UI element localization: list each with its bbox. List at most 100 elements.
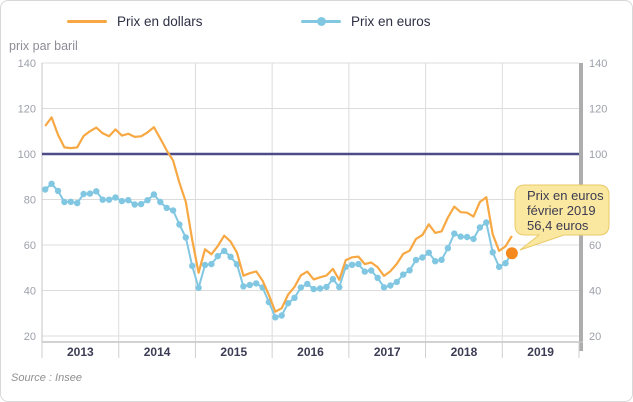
euro-marker[interactable] <box>368 267 375 274</box>
euro-marker[interactable] <box>476 224 484 231</box>
y-tick-label-right: 20 <box>589 331 601 343</box>
euro-marker[interactable] <box>61 198 68 206</box>
euro-marker[interactable] <box>483 219 490 226</box>
euro-marker[interactable] <box>310 285 317 293</box>
y-tick-label-left: 120 <box>18 104 36 116</box>
euro-marker[interactable] <box>137 200 145 208</box>
euro-marker[interactable] <box>67 198 75 205</box>
euro-marker[interactable] <box>233 261 241 268</box>
y-tick-label-right: 40 <box>589 286 601 298</box>
euro-marker[interactable] <box>348 261 356 268</box>
y-tick-label-left: 80 <box>24 195 36 207</box>
euro-marker[interactable] <box>86 190 94 197</box>
euro-marker[interactable] <box>201 261 209 269</box>
euro-marker[interactable] <box>438 256 445 263</box>
euro-marker[interactable] <box>118 197 126 205</box>
y-tick-label-left: 20 <box>24 331 36 343</box>
x-year-label: 2015 <box>220 345 247 359</box>
x-year-label: 2014 <box>144 345 171 359</box>
x-year-label: 2019 <box>527 345 554 359</box>
euro-marker[interactable] <box>495 263 503 270</box>
euro-marker[interactable] <box>278 312 285 319</box>
euro-marker[interactable] <box>150 191 158 198</box>
euro-marker[interactable] <box>163 204 170 212</box>
euro-marker[interactable] <box>412 256 420 264</box>
euro-marker[interactable] <box>425 249 432 256</box>
y-tick-label-left: 100 <box>18 149 36 161</box>
euro-marker[interactable] <box>387 282 394 289</box>
euro-marker[interactable] <box>125 197 132 204</box>
euro-marker[interactable] <box>93 188 100 195</box>
euro-marker[interactable] <box>182 234 189 241</box>
euro-marker[interactable] <box>406 267 413 274</box>
euro-marker[interactable] <box>284 300 292 307</box>
highlighted-point[interactable] <box>505 247 518 260</box>
euro-marker[interactable] <box>246 281 253 289</box>
source-note: Source : Insee <box>11 372 82 384</box>
euro-marker[interactable] <box>380 284 388 291</box>
legend-label-dollars: Prix en dollars <box>117 13 203 29</box>
x-year-label: 2017 <box>374 345 401 359</box>
euro-marker[interactable] <box>227 253 234 260</box>
y-tick-label-right: 100 <box>589 149 607 161</box>
euro-marker[interactable] <box>361 268 368 275</box>
euro-marker[interactable] <box>489 249 496 256</box>
euro-marker[interactable] <box>48 180 55 187</box>
euro-marker[interactable] <box>131 201 138 208</box>
euro-marker[interactable] <box>451 230 458 237</box>
euro-marker[interactable] <box>54 187 62 195</box>
euros-line-swatch <box>301 11 341 31</box>
euro-marker[interactable] <box>457 233 464 240</box>
euro-marker[interactable] <box>157 198 164 206</box>
euro-line <box>44 182 513 319</box>
tooltip-bubble <box>514 184 610 251</box>
euro-marker[interactable] <box>470 235 477 243</box>
euro-marker[interactable] <box>105 196 113 203</box>
legend-label-euros: Prix en euros <box>351 13 431 29</box>
y-axis-title: prix par baril <box>9 39 78 53</box>
euro-marker[interactable] <box>419 254 426 261</box>
euro-marker[interactable] <box>432 258 439 265</box>
euro-marker[interactable] <box>329 275 337 283</box>
euro-marker[interactable] <box>336 283 343 291</box>
euro-marker[interactable] <box>502 260 509 267</box>
euro-marker[interactable] <box>221 247 228 255</box>
x-year-label: 2018 <box>451 345 478 359</box>
euro-marker[interactable] <box>272 314 279 321</box>
euro-marker[interactable] <box>323 283 330 291</box>
euro-marker[interactable] <box>463 233 471 241</box>
euro-marker[interactable] <box>393 278 400 286</box>
euro-marker[interactable] <box>112 194 119 201</box>
y-tick-label-left: 140 <box>18 58 36 70</box>
legend-item-dollars[interactable]: Prix en dollars <box>67 11 203 31</box>
euro-marker[interactable] <box>374 274 381 281</box>
euro-marker[interactable] <box>253 280 260 287</box>
y-tick-label-left: 60 <box>24 240 36 252</box>
euro-marker[interactable] <box>304 280 311 288</box>
y-tick-label-right: 60 <box>589 240 601 252</box>
euro-marker[interactable] <box>169 207 177 214</box>
legend-item-euros[interactable]: Prix en euros <box>301 11 431 31</box>
x-year-label: 2013 <box>67 345 94 359</box>
y-tick-label-left: 40 <box>24 286 36 298</box>
euro-marker[interactable] <box>208 260 215 268</box>
euro-marker[interactable] <box>316 285 324 292</box>
euro-marker[interactable] <box>189 262 196 270</box>
euro-marker[interactable] <box>444 245 452 252</box>
euro-marker[interactable] <box>214 252 221 260</box>
euro-marker[interactable] <box>42 186 49 193</box>
euro-marker[interactable] <box>240 283 247 290</box>
euro-marker[interactable] <box>176 221 183 228</box>
euro-marker[interactable] <box>291 294 298 301</box>
euro-marker[interactable] <box>144 197 151 204</box>
euro-marker[interactable] <box>99 196 106 203</box>
euro-marker[interactable] <box>297 284 305 291</box>
euro-marker[interactable] <box>400 271 407 278</box>
euro-marker[interactable] <box>195 284 202 291</box>
x-year-label: 2016 <box>297 345 324 359</box>
euro-marker[interactable] <box>355 260 362 268</box>
euro-marker[interactable] <box>74 199 81 207</box>
euro-marker[interactable] <box>80 190 87 198</box>
